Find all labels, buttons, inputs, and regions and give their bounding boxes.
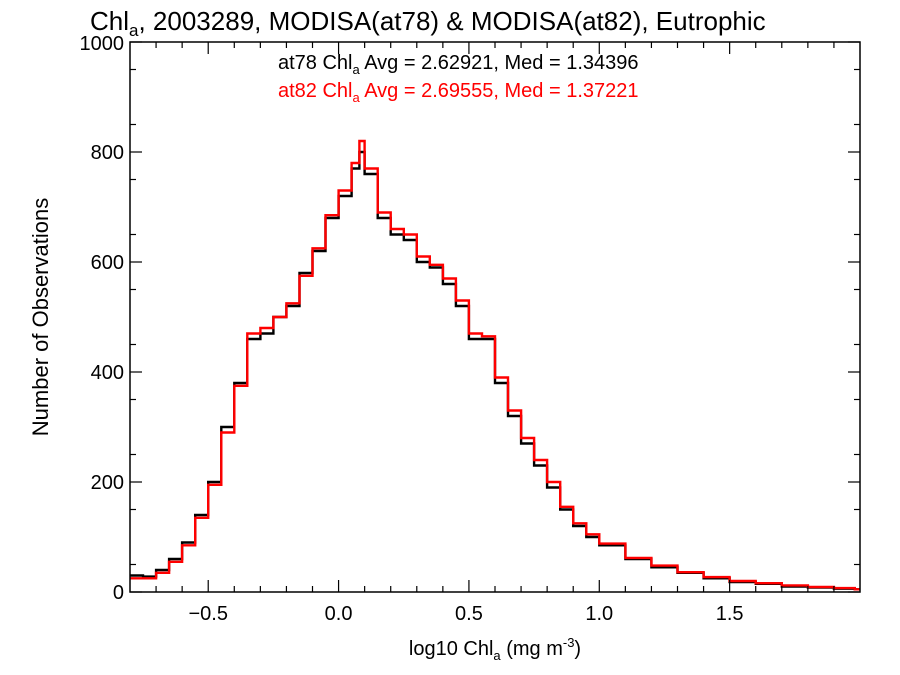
plot-frame [129, 41, 861, 593]
y-tick-label: 200 [91, 472, 124, 494]
y-tick-label: 0 [113, 582, 124, 604]
y-tick-label: 600 [91, 252, 124, 274]
y-axis-label: Number of Observations [28, 198, 53, 436]
x-axis-label: log10 Chla (mg m-3) [409, 635, 581, 663]
chart-title: Chla, 2003289, MODISA(at78) & MODISA(at8… [90, 6, 766, 40]
x-tick-label: 0.0 [325, 603, 353, 625]
x-tick-label: 1.0 [585, 603, 613, 625]
series-layer [130, 139, 860, 591]
ticks-layer: −0.5 0.0 0.5 1.0 1.5 0 200 400 600 800 1000 [80, 33, 860, 625]
series-at82-annotation: at82 Chla Avg = 2.69555, Med = 1.37221 [278, 80, 638, 105]
y-tick-label: 400 [91, 362, 124, 384]
x-tick-label: 1.5 [716, 603, 744, 625]
series-at78-annotation: at78 Chla Avg = 2.62921, Med = 1.34396 [278, 52, 638, 77]
x-tick-label: −0.5 [188, 603, 227, 625]
x-tick-label: 0.5 [455, 603, 483, 625]
series-line-at82 [130, 139, 860, 591]
y-tick-label: 800 [91, 142, 124, 164]
y-tick-label: 1000 [80, 33, 125, 55]
